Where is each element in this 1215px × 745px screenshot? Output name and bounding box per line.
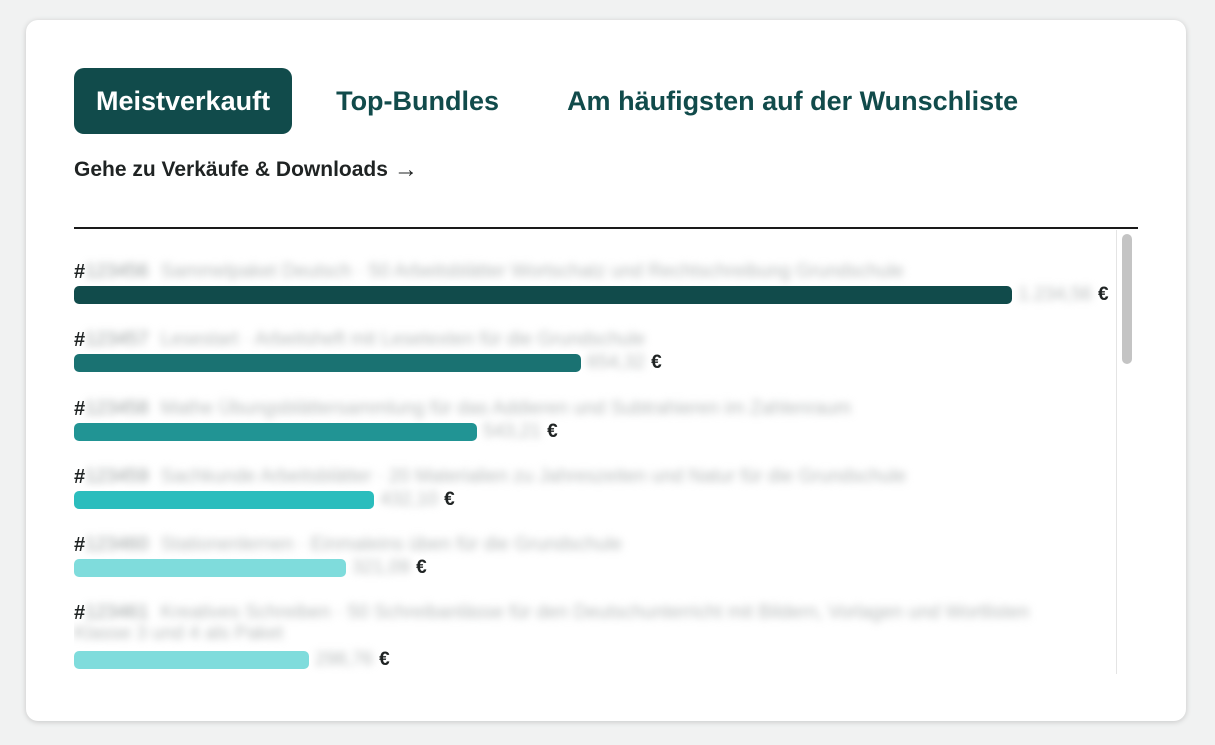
tab-top-bundles[interactable]: Top-Bundles [336, 86, 500, 116]
item-label: # 123458 Mathe Übungsblättersammlung für… [74, 397, 851, 421]
sales-bar [74, 491, 374, 509]
item-title: Mathe Übungsblättersammlung für das Addi… [160, 398, 852, 419]
hash-symbol: # [74, 261, 86, 283]
tab-most-wishlisted[interactable]: Am häufigsten auf der Wunschliste [567, 86, 1019, 116]
hash-symbol: # [74, 398, 86, 420]
item-title: Sammelpaket Deutsch · 50 Arbeitsblätter … [160, 261, 904, 282]
hash-symbol: # [74, 329, 86, 351]
item-id: 123457 [85, 329, 149, 350]
sales-amount: 298,76 [315, 649, 374, 670]
item-label: # 123461 Kreatives Schreiben · 50 Schrei… [74, 601, 1029, 625]
currency-symbol: € [444, 489, 455, 510]
item-label: # 123457 Lesestart · Arbeitsheft mit Les… [74, 328, 645, 352]
sales-amount: 654,32 [587, 352, 646, 373]
item-title: Sachkunde Arbeitsblätter · 20 Materialie… [160, 466, 907, 487]
tab-bestsellers[interactable]: Meistverkauft [74, 68, 293, 134]
item-id: 123461 [85, 602, 149, 623]
sales-bar [74, 559, 346, 577]
sales-value: 654,32 € [587, 352, 662, 374]
ranking-list: # 123456 Sammelpaket Deutsch · 50 Arbeit… [74, 230, 1118, 674]
hash-symbol: # [74, 602, 86, 624]
ranking-tabs: Meistverkauft Top-Bundles Am häufigsten … [74, 68, 1040, 134]
item-label: # 123456 Sammelpaket Deutsch · 50 Arbeit… [74, 260, 904, 284]
sales-value: 298,76 € [315, 649, 390, 671]
currency-symbol: € [379, 649, 390, 670]
currency-symbol: € [416, 557, 427, 578]
sales-value: 1.234,56 € [1018, 284, 1109, 306]
sales-bar [74, 651, 309, 669]
item-title: Kreatives Schreiben · 50 Schreibanlässe … [160, 602, 1030, 623]
sales-bar [74, 354, 581, 372]
sales-value: 432,10 € [380, 489, 455, 511]
currency-symbol: € [1097, 284, 1109, 305]
sales-ranking-card: Meistverkauft Top-Bundles Am häufigsten … [26, 20, 1186, 721]
item-title: Stationenlernen · Einmaleins üben für di… [160, 534, 623, 555]
hash-symbol: # [74, 534, 86, 556]
item-label: # 123460 Stationenlernen · Einmaleins üb… [74, 533, 622, 557]
sales-bar [74, 286, 1012, 304]
scrollbar-thumb[interactable] [1122, 234, 1132, 364]
item-label: # 123459 Sachkunde Arbeitsblätter · 20 M… [74, 465, 906, 489]
item-title-continued: Klasse 3 und 4 als Paket [74, 623, 284, 644]
item-title: Lesestart · Arbeitsheft mit Lesetexten f… [160, 329, 646, 350]
sales-value: 321,09 € [352, 557, 427, 579]
sales-bar [74, 423, 477, 441]
currency-symbol: € [547, 421, 558, 442]
list-scrollbar[interactable] [1116, 230, 1137, 674]
sales-downloads-link[interactable]: Gehe zu Verkäufe & Downloads → [74, 158, 418, 182]
sales-amount: 1.234,56 [1018, 284, 1092, 305]
sales-value: 543,21 € [483, 421, 558, 443]
item-id: 123460 [85, 534, 149, 555]
divider [74, 227, 1138, 229]
sales-amount: 321,09 [352, 557, 411, 578]
sales-downloads-link-label: Gehe zu Verkäufe & Downloads [74, 158, 388, 181]
hash-symbol: # [74, 466, 86, 488]
item-id: 123459 [85, 466, 149, 487]
item-id: 123458 [85, 398, 149, 419]
arrow-right-icon: → [393, 156, 418, 183]
item-id: 123456 [85, 261, 149, 282]
currency-symbol: € [651, 352, 662, 373]
sales-amount: 432,10 [380, 489, 439, 510]
sales-amount: 543,21 [483, 421, 542, 442]
